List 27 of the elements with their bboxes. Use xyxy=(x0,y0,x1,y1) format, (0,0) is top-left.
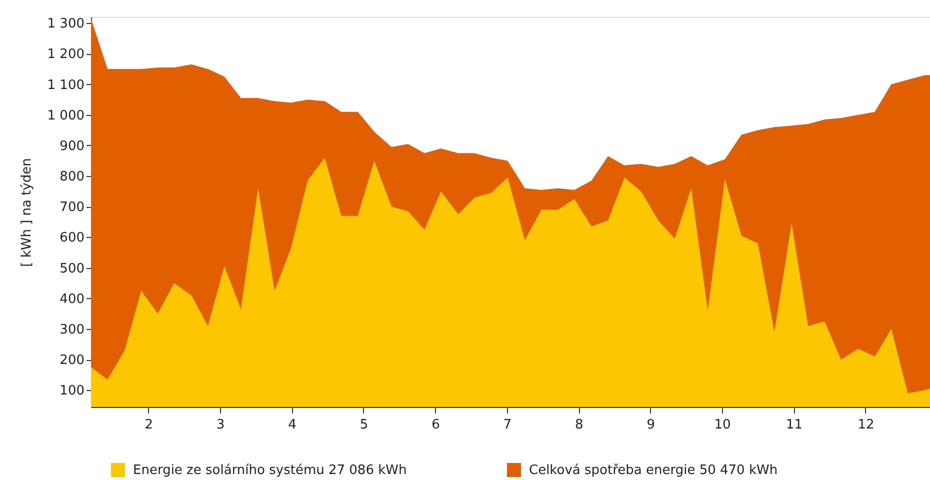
y-tick-label: 800 xyxy=(60,170,84,185)
y-tick-label: 400 xyxy=(60,292,84,307)
y-tick-label: 600 xyxy=(60,230,84,246)
y-tick-label: 1 300 xyxy=(47,16,84,32)
x-tick-label: 4 xyxy=(288,418,296,432)
y-tick-label: 500 xyxy=(60,261,84,276)
x-tick-label: 7 xyxy=(503,418,512,432)
x-tick-label: 12 xyxy=(858,418,874,432)
y-tick-label: 900 xyxy=(60,138,84,154)
y-tick-label: 300 xyxy=(60,322,84,338)
x-tick-label: 11 xyxy=(786,418,803,432)
x-tick-label: 2 xyxy=(144,418,154,432)
legend-label: Energie ze solárního systému 27 086 kWh xyxy=(133,463,407,478)
x-tick-label: 10 xyxy=(714,418,731,432)
y-tick-label: 1 000 xyxy=(47,108,84,124)
legend-label: Celková spotřeba energie 50 470 kWh xyxy=(529,463,778,478)
y-tick-label: 100 xyxy=(60,384,84,399)
x-tick-label: 8 xyxy=(574,418,584,432)
y-axis-title: [ kWh ] na týden xyxy=(19,158,34,267)
x-tick-label: 9 xyxy=(646,418,655,432)
x-tick-label: 5 xyxy=(360,418,368,432)
y-tick-label: 200 xyxy=(60,353,84,368)
x-tick-label: 3 xyxy=(216,418,225,432)
y-tick-label: 1 200 xyxy=(47,47,84,62)
x-tick-label: 6 xyxy=(432,418,440,432)
y-tick-label: 700 xyxy=(60,200,84,216)
y-tick-label: 1 100 xyxy=(47,78,84,93)
